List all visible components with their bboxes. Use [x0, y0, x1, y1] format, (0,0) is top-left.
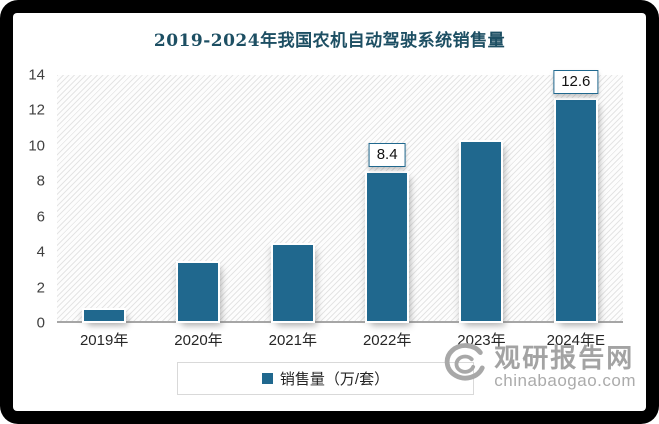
chart-canvas: 2019-2024年我国农机自动驾驶系统销售量 0 2 4 6 8 10 12 14 8.4 1… — [13, 13, 646, 411]
watermark-name: 观研报告网 — [494, 342, 635, 373]
y-tick-label: 12 — [28, 101, 45, 119]
y-tick-label: 4 — [36, 243, 45, 261]
bar-2020年 — [176, 261, 221, 323]
bar-slot: 8.4 — [340, 75, 434, 323]
watermark: 观研报告网 chinabaogao.com — [442, 342, 636, 393]
chart-title: 2019-2024年我国农机自动驾驶系统销售量 — [153, 31, 506, 51]
bar-2019年 — [82, 307, 127, 324]
bars-container: 8.4 12.6 — [57, 69, 623, 324]
plot-area: 8.4 12.6 — [57, 69, 623, 324]
y-tick-label: 6 — [36, 208, 45, 226]
x-tick-label: 2020年 — [174, 332, 223, 349]
y-tick-label: 14 — [28, 66, 45, 84]
bar-slot — [434, 75, 528, 324]
legend-label: 销售量（万/套） — [279, 371, 390, 388]
x-axis: 2019年 2020年 2021年 2022年 2023年 2024年E — [57, 329, 623, 350]
watermark-text: 观研报告网 chinabaogao.com — [494, 342, 636, 391]
watermark-site: chinabaogao.com — [494, 371, 636, 391]
bar-slot — [151, 75, 245, 323]
x-tick-label: 2021年 — [268, 332, 317, 349]
bar-data-label: 12.6 — [553, 69, 599, 94]
legend-marker-square — [261, 373, 273, 384]
y-tick-label: 8 — [36, 172, 45, 190]
bar-data-label: 8.4 — [368, 143, 406, 168]
y-axis: 0 2 4 6 8 10 12 14 — [13, 67, 51, 332]
bar-slot — [57, 75, 151, 324]
bar-2024年E — [553, 97, 598, 324]
bar-slot — [246, 75, 340, 323]
x-tick-label: 2024年E — [546, 332, 605, 349]
x-tick-label: 2019年 — [79, 332, 129, 349]
legend: 销售量（万/套） — [177, 362, 474, 395]
x-tick-label: 2022年 — [362, 332, 412, 349]
bar-2022年 — [365, 171, 410, 323]
bar-2023年 — [459, 139, 504, 324]
swirl-icon — [442, 342, 488, 393]
y-tick-label: 2 — [36, 279, 45, 297]
bar-slot: 12.6 — [529, 69, 623, 324]
y-tick-label: 0 — [36, 314, 45, 332]
y-tick-label: 10 — [28, 137, 45, 155]
bar-2021年 — [270, 243, 315, 323]
